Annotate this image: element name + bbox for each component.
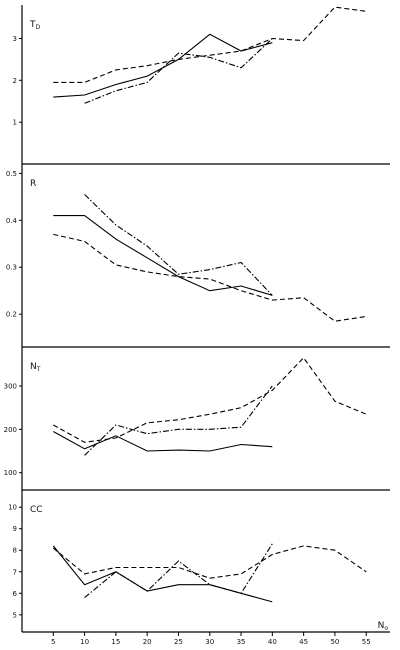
y-tick-label: 8 <box>13 547 17 555</box>
series-dashed-line <box>53 233 367 322</box>
y-tick-label: 7 <box>13 568 17 576</box>
x-tick-label: 25 <box>174 638 183 646</box>
series-dashed-line <box>53 6 367 83</box>
panel-1: TD 1 2 3 <box>13 6 367 127</box>
series-solid-line <box>53 215 273 296</box>
y-tick-label: 6 <box>13 590 18 598</box>
y-tick-label: 100 <box>4 469 17 477</box>
series-dashdot-line <box>84 543 273 599</box>
panel-4: CC 5 6 7 8 9 10 5 10 15 20 25 30 35 40 45 50 55 No <box>8 504 388 646</box>
series-solid-line <box>53 33 273 98</box>
y-tick-label: 10 <box>8 504 17 512</box>
y-tick-label: 0.2 <box>6 311 17 319</box>
y-tick-label: 0.5 <box>6 170 17 178</box>
panel-2: R 0.2 0.3 0.4 0.5 <box>6 170 367 322</box>
x-tick-label: 40 <box>268 638 277 646</box>
x-tick-label: 55 <box>362 638 371 646</box>
y-tick-label: 9 <box>13 525 17 533</box>
x-tick-label: 30 <box>205 638 214 646</box>
series-dashed-line <box>52 545 367 579</box>
x-tick-label: 50 <box>330 638 339 646</box>
axes-frame <box>21 5 390 633</box>
x-tick-label: 10 <box>80 638 89 646</box>
panel-label: CC <box>30 505 43 515</box>
x-tick-label: 15 <box>111 638 120 646</box>
series-dashed-line <box>53 356 367 443</box>
y-tick-label: 0.4 <box>6 217 18 225</box>
y-tick-label: 1 <box>13 119 17 127</box>
x-tick-label: 35 <box>237 638 246 646</box>
panel-label: NT <box>30 362 41 373</box>
series-dashdot-line <box>84 194 273 296</box>
y-tick-label: 300 <box>4 383 17 391</box>
series-solid-line <box>53 431 273 452</box>
y-tick-label: 3 <box>13 35 17 43</box>
x-tick-label: 5 <box>51 638 55 646</box>
panel-label: R <box>30 179 36 189</box>
x-tick-label: 45 <box>299 638 308 646</box>
panels: TD 1 2 3 R 0.2 0.3 0.4 0.5 NT 100 200 300 CC 5 6 7 8 9 10 5 1… <box>4 6 388 646</box>
y-tick-label: 0.3 <box>6 264 17 272</box>
panel-3: NT 100 200 300 <box>4 356 367 477</box>
y-tick-label: 5 <box>13 611 17 619</box>
y-tick-label: 2 <box>13 77 17 85</box>
series-dashdot-line <box>84 38 273 104</box>
y-tick-label: 200 <box>4 426 17 434</box>
x-axis-label: No <box>378 621 389 632</box>
series-dashdot-line <box>84 385 273 456</box>
x-tick-label: 20 <box>143 638 152 646</box>
panel-label: TD <box>29 20 41 31</box>
